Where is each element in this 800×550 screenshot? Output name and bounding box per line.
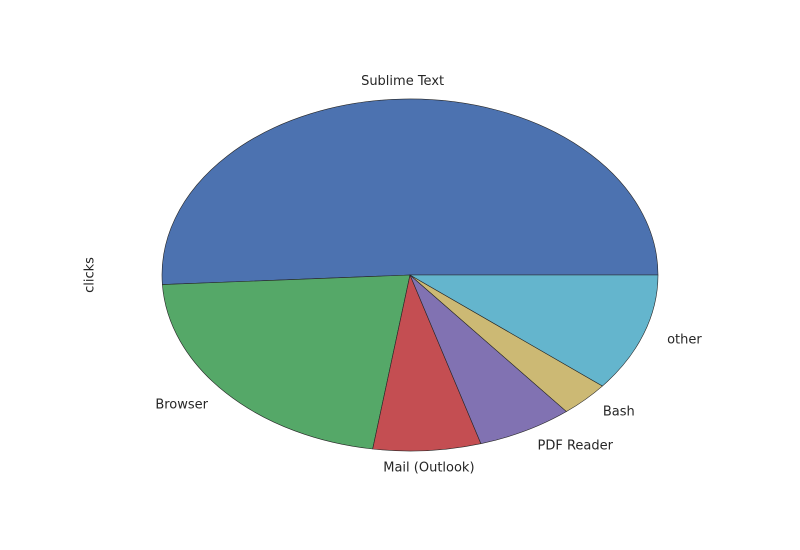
label-mail-outlook: Mail (Outlook)	[383, 461, 474, 476]
label-pdf-reader: PDF Reader	[538, 439, 614, 454]
slice-other	[409, 274, 659, 387]
label-other: other	[667, 332, 702, 347]
slice-labels: Sublime Text Browser Mail (Outlook) PDF Rea…	[155, 74, 702, 476]
label-browser: Browser	[155, 398, 208, 413]
slice-browser	[162, 274, 411, 450]
pie-slices	[161, 98, 659, 452]
slice-mail-outlook	[372, 274, 482, 452]
label-sublime-text: Sublime Text	[361, 74, 444, 89]
label-bash: Bash	[603, 404, 635, 419]
y-axis-label: clicks	[83, 257, 98, 293]
slice-sublime-text	[161, 98, 659, 285]
